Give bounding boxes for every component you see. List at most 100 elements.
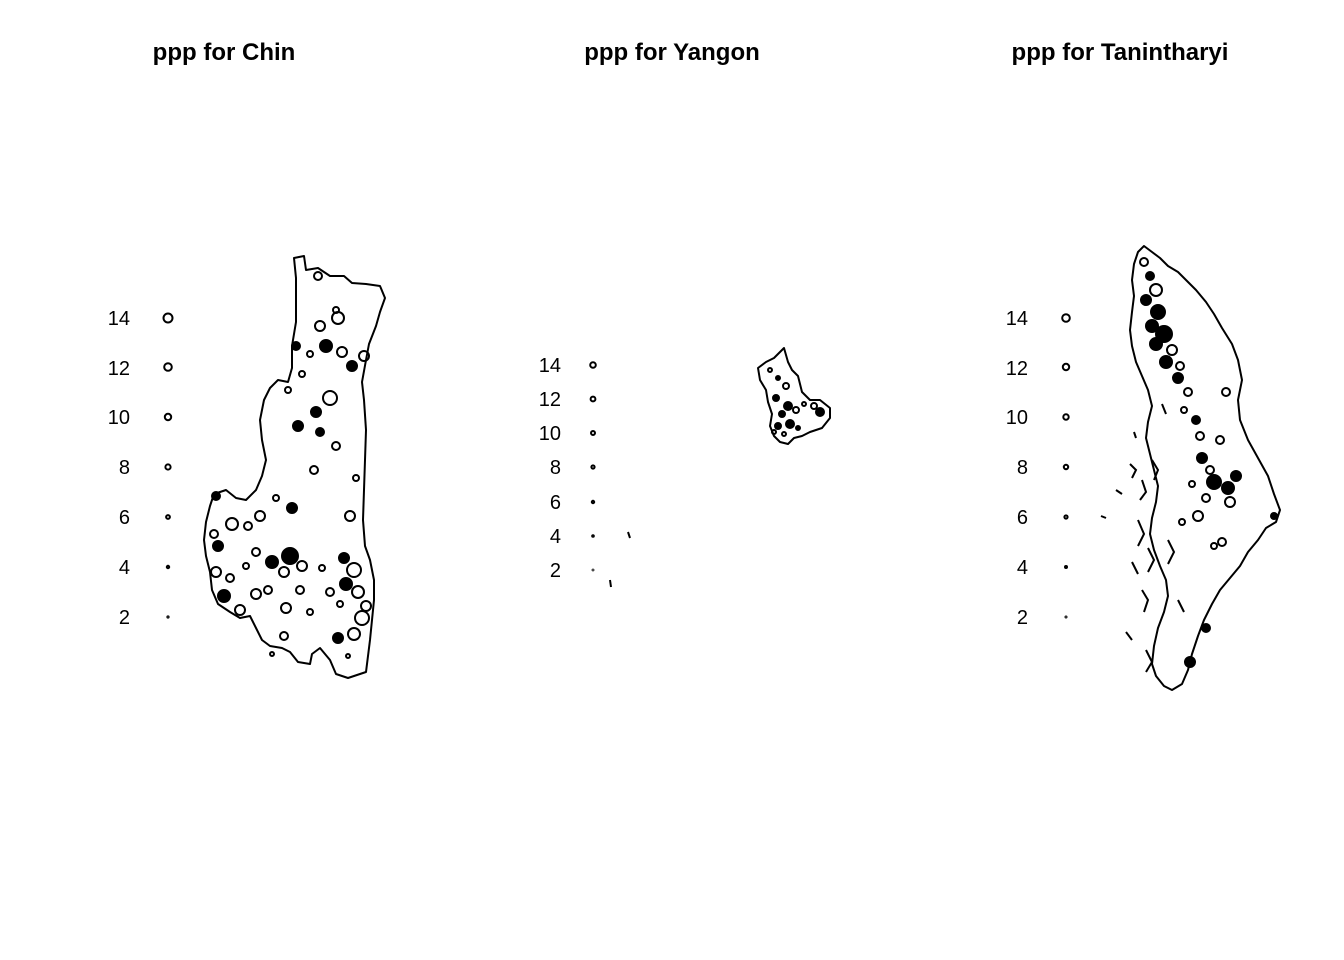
data-point bbox=[296, 560, 308, 572]
island-boundary bbox=[1125, 631, 1133, 641]
data-point bbox=[810, 402, 818, 410]
panel-tanintharyi: ppp for Tanintharyi 14 12 10 8 6 4 2 bbox=[896, 0, 1344, 960]
legend-label: 8 bbox=[549, 457, 561, 479]
data-point bbox=[242, 562, 250, 570]
data-point bbox=[1149, 283, 1163, 297]
yangon-boundary-fragment bbox=[609, 579, 612, 588]
data-point bbox=[332, 632, 344, 644]
data-point bbox=[279, 631, 289, 641]
data-point bbox=[1150, 304, 1166, 320]
data-point bbox=[243, 521, 253, 531]
data-point bbox=[1224, 496, 1236, 508]
data-point bbox=[306, 350, 314, 358]
data-point bbox=[815, 407, 825, 417]
island-boundary bbox=[1133, 431, 1137, 439]
data-point bbox=[254, 510, 266, 522]
legend-symbol bbox=[589, 395, 597, 403]
data-point bbox=[1172, 372, 1184, 384]
yangon-points bbox=[767, 367, 825, 437]
data-point bbox=[318, 564, 326, 572]
data-point bbox=[767, 367, 773, 373]
data-point bbox=[314, 320, 326, 332]
data-point bbox=[310, 406, 322, 418]
legend-symbols bbox=[1061, 313, 1071, 619]
data-point bbox=[1145, 319, 1159, 333]
data-point bbox=[1201, 623, 1211, 633]
island-boundary bbox=[1139, 479, 1148, 501]
legend-symbol bbox=[164, 463, 172, 471]
data-point bbox=[1196, 452, 1208, 464]
island-boundary bbox=[1145, 649, 1154, 673]
data-point bbox=[291, 341, 301, 351]
legend-symbol bbox=[591, 568, 595, 572]
legend-label: 2 bbox=[118, 607, 130, 629]
data-point bbox=[217, 589, 231, 603]
legend-label: 2 bbox=[1016, 607, 1028, 629]
legend-label: 4 bbox=[118, 557, 130, 579]
legend-symbol bbox=[1061, 313, 1071, 323]
chart-title: ppp for Chin bbox=[152, 39, 296, 66]
chart-title: ppp for Tanintharyi bbox=[1011, 39, 1229, 66]
data-point bbox=[331, 441, 341, 451]
data-point bbox=[792, 406, 800, 414]
legend-label: 14 bbox=[1005, 308, 1028, 330]
legend-label: 10 bbox=[538, 423, 561, 445]
data-point bbox=[1180, 406, 1188, 414]
data-point bbox=[325, 587, 335, 597]
panel-chin: ppp for Chin 14 12 10 8 6 4 2 bbox=[0, 0, 448, 960]
data-point bbox=[1270, 512, 1278, 520]
legend-label: 12 bbox=[538, 389, 561, 411]
island-boundary bbox=[1137, 519, 1146, 547]
data-point bbox=[774, 422, 782, 430]
legend-label: 4 bbox=[1016, 557, 1028, 579]
data-point bbox=[1188, 480, 1196, 488]
chart-title: ppp for Yangon bbox=[584, 39, 760, 66]
legend-symbol bbox=[163, 362, 173, 372]
data-point bbox=[1155, 325, 1173, 343]
data-point bbox=[782, 382, 790, 390]
data-point bbox=[1145, 271, 1155, 281]
data-point bbox=[346, 360, 358, 372]
data-point bbox=[225, 573, 235, 583]
data-point bbox=[1210, 542, 1218, 550]
data-point bbox=[1139, 257, 1149, 267]
legend-symbol bbox=[1061, 362, 1071, 372]
island-boundary bbox=[1167, 539, 1176, 565]
legend-label: 14 bbox=[538, 355, 561, 377]
data-point bbox=[336, 346, 348, 358]
legend-label: 6 bbox=[118, 507, 130, 529]
data-point bbox=[269, 651, 275, 657]
legend-symbol bbox=[590, 499, 596, 505]
legend-symbol bbox=[165, 564, 171, 570]
legend-label: 6 bbox=[549, 492, 561, 514]
legend-label: 10 bbox=[107, 407, 130, 429]
legend-symbol bbox=[1063, 514, 1069, 520]
data-point bbox=[775, 375, 781, 381]
data-point bbox=[284, 386, 292, 394]
tanintharyi-points bbox=[1139, 257, 1278, 668]
data-point bbox=[785, 419, 795, 429]
data-point bbox=[210, 566, 222, 578]
data-point bbox=[339, 577, 353, 591]
data-point bbox=[1230, 470, 1242, 482]
data-point bbox=[1195, 431, 1205, 441]
data-point bbox=[1206, 474, 1222, 490]
legend-symbol bbox=[1062, 413, 1070, 421]
data-point bbox=[295, 585, 305, 595]
data-point bbox=[351, 585, 365, 599]
island-boundary bbox=[1129, 463, 1138, 479]
data-point bbox=[292, 420, 304, 432]
data-point bbox=[1178, 518, 1186, 526]
legend-label: 6 bbox=[1016, 507, 1028, 529]
data-point bbox=[319, 339, 333, 353]
island-boundary bbox=[1161, 403, 1167, 415]
chin-points bbox=[209, 271, 372, 659]
legend-label: 8 bbox=[118, 457, 130, 479]
data-point bbox=[778, 410, 786, 418]
data-point bbox=[1221, 387, 1231, 397]
legend-symbol bbox=[165, 514, 171, 520]
data-point bbox=[344, 510, 356, 522]
data-point bbox=[322, 390, 338, 406]
data-point bbox=[1215, 435, 1225, 445]
data-point bbox=[209, 529, 219, 539]
